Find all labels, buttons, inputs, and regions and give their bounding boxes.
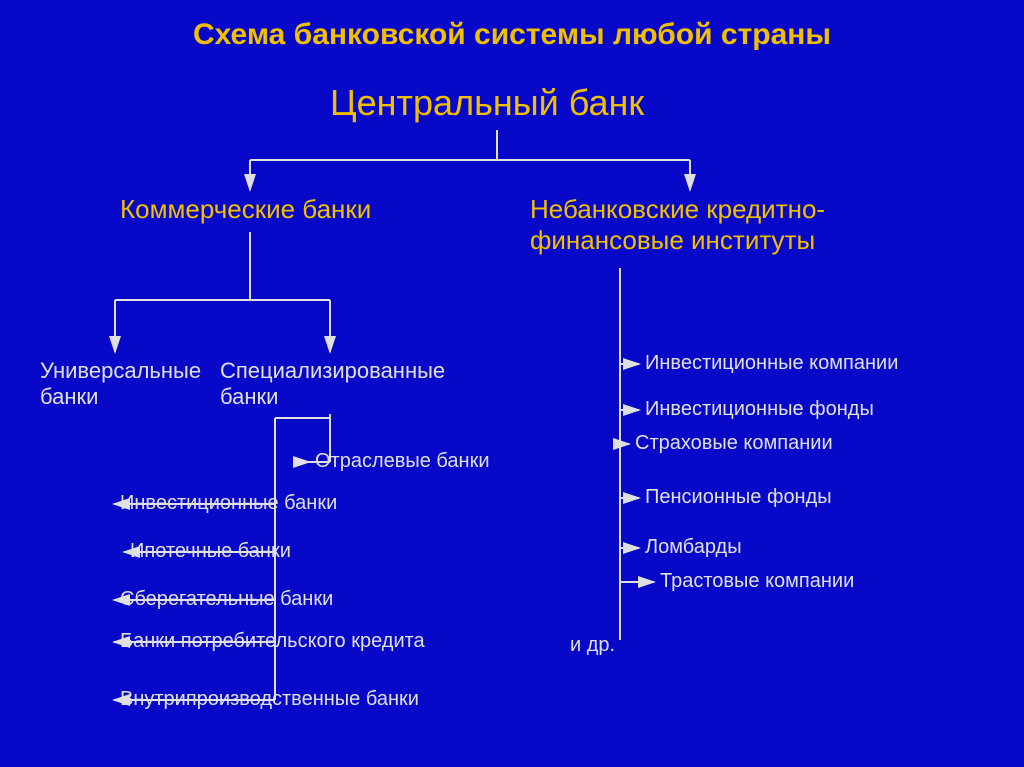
right-item: Трастовые компании: [660, 570, 854, 593]
item-label: Ломбарды: [645, 536, 742, 559]
item-label: Страховые компании: [635, 432, 833, 455]
item-label: Инвестиционные фонды: [645, 398, 874, 421]
right-item: Пенсионные фонды: [645, 486, 832, 509]
item-label: Внутрипроизводственные банки: [120, 688, 419, 711]
left-item: Ипотечные банки: [130, 540, 291, 563]
right-item: Инвестиционные фонды: [645, 398, 874, 421]
item-label: Трастовые компании: [660, 570, 854, 593]
left-item: Инвестиционные банки: [120, 492, 337, 515]
item-label: Банки потребительского кредита: [120, 630, 425, 653]
item-label: Отраслевые банки: [315, 450, 490, 473]
item-label: Инвестиционные банки: [120, 492, 337, 515]
left-item: Банки потребительского кредита: [120, 630, 425, 653]
sub-universal-banks: Универсальныебанки: [40, 358, 201, 410]
left-item: Отраслевые банки: [315, 450, 490, 473]
page-title: Схема банковской системы любой страны: [0, 18, 1024, 52]
left-item: Внутрипроизводственные банки: [120, 688, 419, 711]
branch-commercial-banks: Коммерческие банки: [120, 194, 371, 225]
left-item: Сберегательные банки: [120, 588, 333, 611]
item-label: Пенсионные фонды: [645, 486, 832, 509]
right-item: Ломбарды: [645, 536, 742, 559]
sub-specialized-banks: Специализированныебанки: [220, 358, 445, 410]
right-item: Страховые компании: [635, 432, 833, 455]
item-label: Инвестиционные компании: [645, 352, 898, 375]
item-label: Ипотечные банки: [130, 540, 291, 563]
right-item: Инвестиционные компании: [645, 352, 898, 375]
root-node: Центральный банк: [330, 82, 644, 124]
right-tail-etc: и др.: [570, 634, 615, 657]
item-label: Сберегательные банки: [120, 588, 333, 611]
branch-nonbank-institutions: Небанковские кредитно-финансовые институ…: [530, 194, 825, 256]
